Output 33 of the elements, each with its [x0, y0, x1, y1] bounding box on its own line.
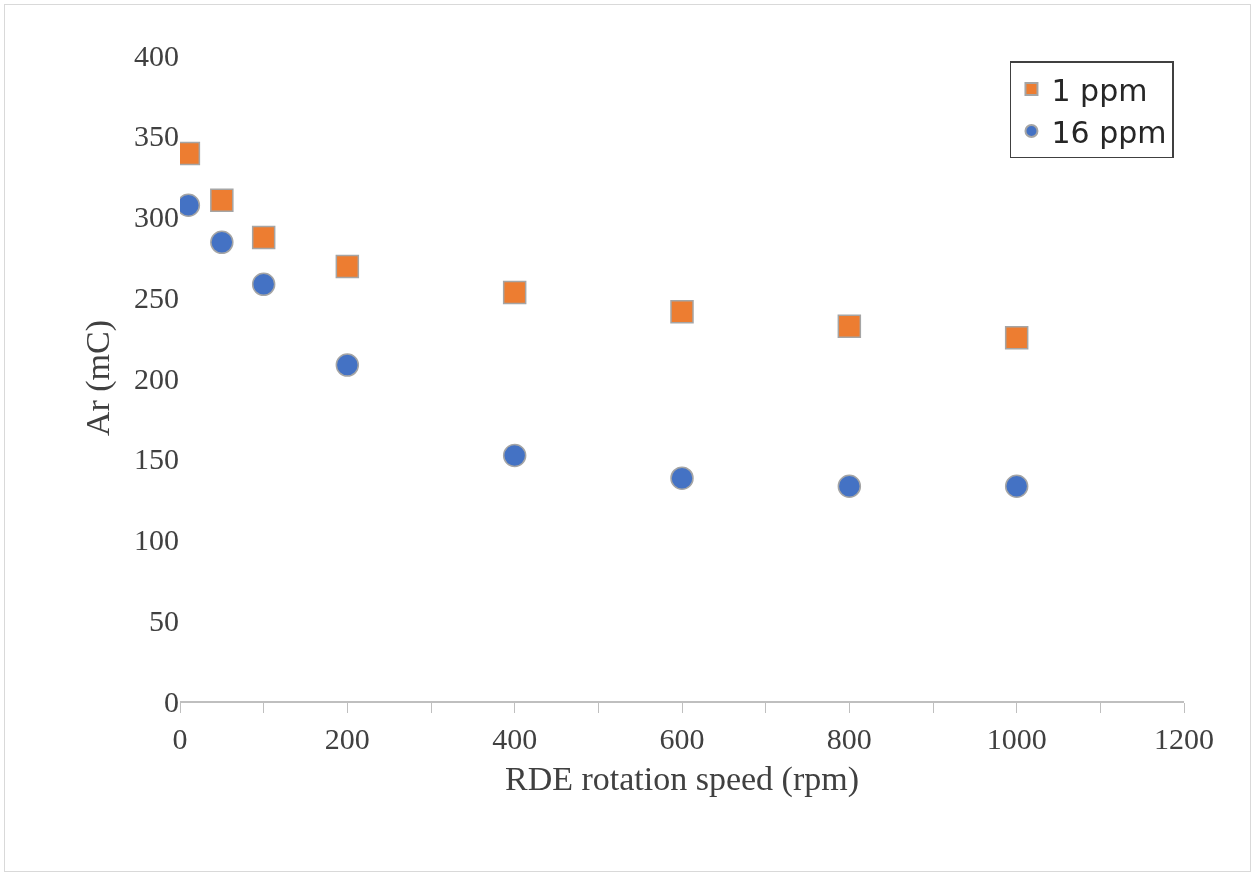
point — [335, 254, 360, 279]
point — [502, 443, 527, 468]
y-tick-label: 250 — [134, 280, 179, 314]
point — [837, 474, 862, 498]
y-tick-label: 50 — [149, 603, 179, 637]
y-tick-label: 150 — [134, 442, 179, 476]
point — [837, 314, 862, 339]
legend-label: 16 ppm — [1051, 114, 1167, 150]
x-axis-title: RDE rotation speed (rpm) — [504, 759, 860, 798]
point — [1004, 474, 1029, 498]
point — [210, 188, 234, 213]
y-tick-label: 400 — [134, 38, 179, 72]
point — [502, 280, 527, 305]
x-tick-label: 800 — [826, 721, 872, 755]
x-tick-label: 200 — [324, 721, 370, 755]
point — [251, 225, 276, 250]
point — [251, 272, 276, 297]
x-tick-label: 1000 — [986, 721, 1047, 755]
x-tick-label: 600 — [659, 721, 705, 755]
y-axis-title: Ar (mC) — [78, 319, 117, 437]
y-tick-label: 200 — [134, 361, 179, 395]
y-tick-label: 300 — [134, 200, 179, 233]
x-tick-label: 1200 — [1154, 721, 1214, 755]
x-tick-label: 400 — [492, 721, 538, 755]
point — [210, 230, 234, 255]
legend-label: 1 ppm — [1051, 72, 1148, 108]
y-tick-label: 100 — [134, 523, 179, 556]
y-tick-label: 350 — [134, 119, 179, 153]
point — [670, 300, 694, 324]
point — [335, 353, 360, 377]
point — [1004, 325, 1029, 350]
point — [670, 466, 694, 490]
y-tick-label: 0 — [164, 684, 179, 718]
